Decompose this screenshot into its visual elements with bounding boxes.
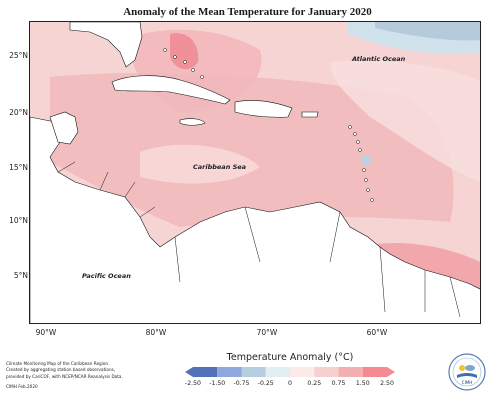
legend-bin xyxy=(290,367,315,377)
logo-text: CIMH xyxy=(462,380,472,385)
legend-title: Temperature Anomaly (°C) xyxy=(226,352,354,363)
map-area[interactable] xyxy=(29,21,481,324)
legend-bin xyxy=(217,367,242,377)
yucatan-landmass xyxy=(49,111,79,145)
lesser-antilles xyxy=(348,125,374,202)
legend-tick-label: 2.50 xyxy=(380,380,394,387)
legend-tick-label: 0.75 xyxy=(331,380,346,387)
cool-anomaly-spot-antilles xyxy=(361,155,371,165)
florida-landmass xyxy=(69,22,143,68)
lon-label-90w: 90°W xyxy=(35,328,57,337)
hispaniola-landmass xyxy=(234,100,293,118)
lon-label-80w: 80°W xyxy=(145,328,167,337)
lat-label-20n: 20°N xyxy=(9,108,28,117)
legend-bin xyxy=(362,367,395,377)
strong-warm-patch-bahamas xyxy=(170,33,199,70)
caribbean-sea-label: Caribbean Sea xyxy=(193,163,247,171)
atlantic-light-anomaly xyxy=(330,60,480,182)
lat-label-10n: 10°N xyxy=(9,216,28,225)
credit-line: CIMH Feb.2020 xyxy=(6,384,38,390)
legend-bin xyxy=(241,367,266,377)
lon-label-60w: 60°W xyxy=(366,328,388,337)
cool-anomaly-core xyxy=(375,22,480,41)
cimh-logo: CIMH xyxy=(448,353,486,391)
legend-tick-label: 1.50 xyxy=(355,380,370,387)
light-anomaly-patch xyxy=(140,144,260,184)
legend-bin xyxy=(265,367,290,377)
legend-tick-label: -0.75 xyxy=(233,380,250,387)
legend-tick-label: -0.25 xyxy=(257,380,274,387)
credit-text: Climate Monitoring Map of the Caribbean … xyxy=(6,361,176,391)
lon-label-70w: 70°W xyxy=(256,328,278,337)
map-title: Anomaly of the Mean Temperature for Janu… xyxy=(123,6,372,18)
legend-bin xyxy=(185,367,218,377)
bahamas-islands xyxy=(163,48,204,79)
credit-line: Climate Monitoring Map of the Caribbean … xyxy=(6,361,110,366)
legend-bin xyxy=(338,367,363,377)
legend-colorbar xyxy=(185,367,395,377)
legend-bin xyxy=(314,367,339,377)
country-borders xyxy=(57,161,461,318)
credit-line: provided by CariCOF, with NCEP/NCAR Rean… xyxy=(6,373,123,379)
puerto-rico-landmass xyxy=(301,111,319,118)
lat-label-15n: 15°N xyxy=(9,163,28,172)
caribbean-warm-band xyxy=(50,73,454,227)
jamaica-landmass xyxy=(179,118,206,126)
legend-tick-label: 0 xyxy=(288,380,292,387)
temperature-anomaly-map xyxy=(30,22,480,323)
cuba-landmass xyxy=(111,75,231,105)
credit-line: Created by aggregating station based obs… xyxy=(6,367,116,373)
legend-tick-label: -1.50 xyxy=(209,380,226,387)
legend-tick-label: -2.50 xyxy=(184,380,201,387)
atlantic-ocean-label: Atlantic Ocean xyxy=(352,55,406,63)
pacific-ocean-label: Pacific Ocean xyxy=(82,272,131,280)
lat-label-5n: 5°N xyxy=(13,271,28,280)
lat-label-25n: 25°N xyxy=(9,51,28,60)
legend-tick-label: 0.25 xyxy=(307,380,322,387)
